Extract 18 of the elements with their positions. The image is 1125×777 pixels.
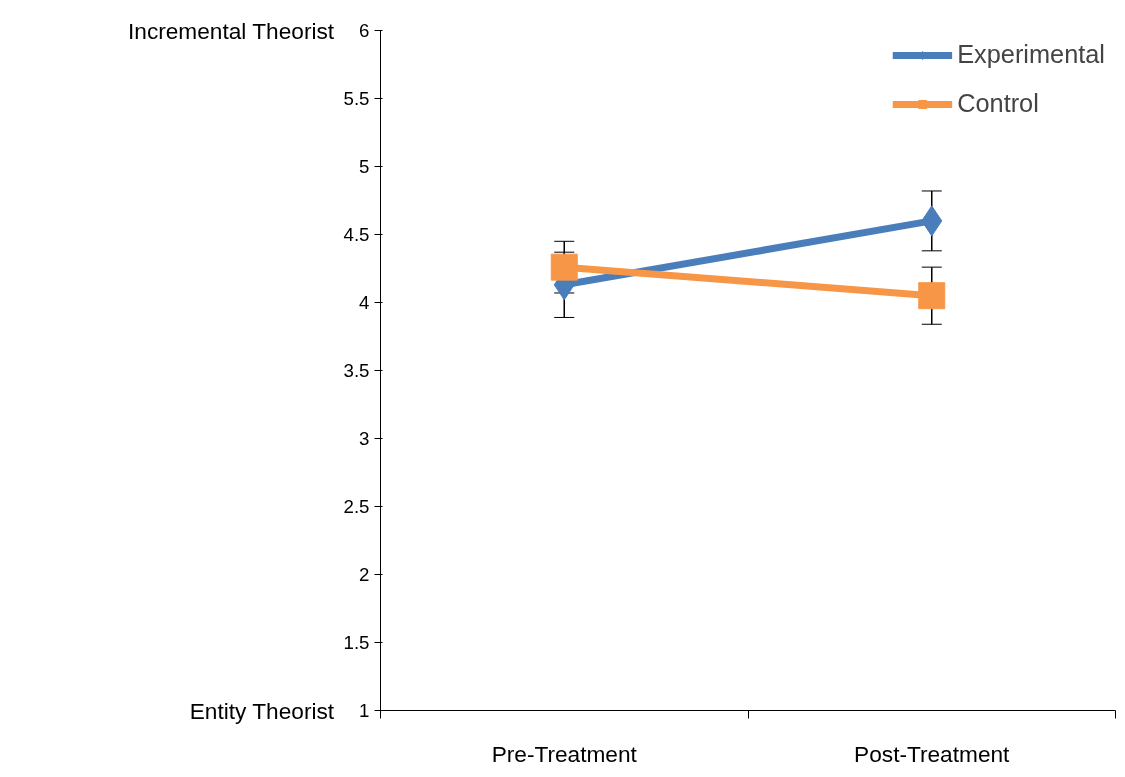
legend-label: Experimental — [957, 40, 1105, 69]
y-tick-label: 3.5 — [343, 360, 370, 381]
y-tick-label: 2 — [359, 564, 370, 585]
y-tick-label: 4.5 — [343, 224, 370, 245]
x-tick-label: Post-Treatment — [854, 740, 1011, 767]
y-tick-label: 5.5 — [343, 88, 370, 109]
y-tick-label: 6 — [359, 20, 370, 41]
x-tick-label: Pre-Treatment — [491, 740, 638, 767]
text: Incremental Theorist — [127, 17, 335, 44]
y-tick-label: 1.5 — [343, 632, 370, 653]
legend-label: Control — [957, 89, 1039, 118]
point — [918, 282, 946, 310]
y-tick-label: 2.5 — [343, 496, 370, 517]
y-tick-label: 5 — [359, 156, 370, 177]
y-tick-label: 3 — [359, 428, 370, 449]
y-tick-label: 1 — [359, 700, 370, 721]
text: Entity Theorist — [189, 697, 335, 724]
y-tick-label: 4 — [359, 292, 370, 313]
